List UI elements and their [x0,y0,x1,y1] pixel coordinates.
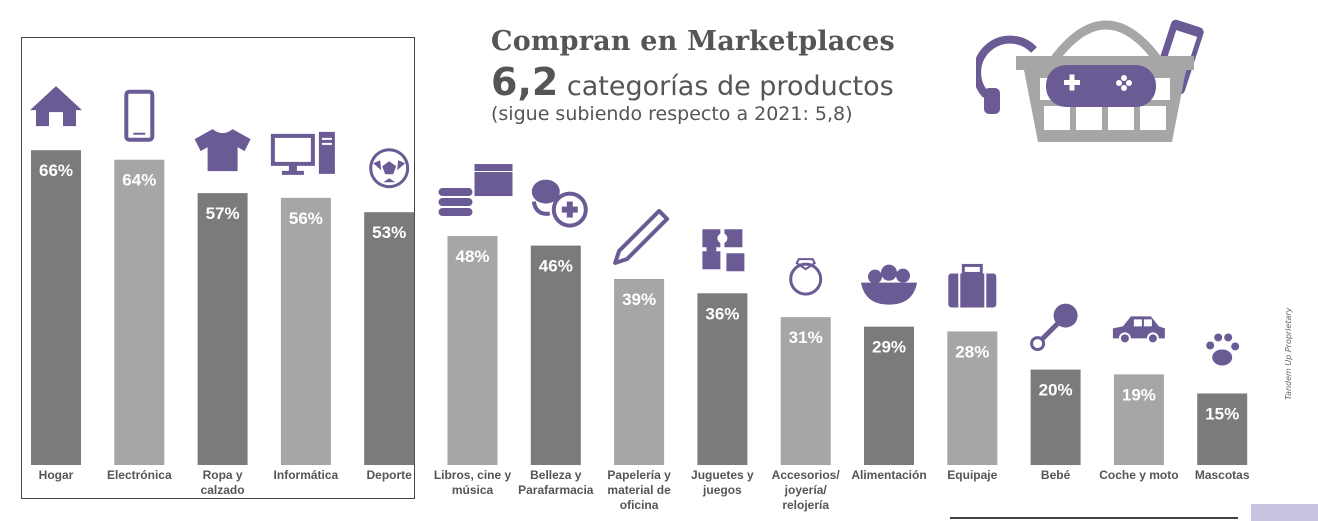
bar-7 [614,278,665,465]
category-label-line: Ropa y [202,468,243,482]
category-label-9: Accesorios/joyería/relojería [760,468,852,513]
category-label-line: Mascotas [1194,468,1250,482]
category-label-line: Alimentación [851,468,927,482]
category-label-line: juegos [703,483,742,497]
value-label-14: 15% [1205,404,1239,423]
soccer-ball-icon [369,148,410,189]
category-label-line: material de [607,483,671,497]
category-label-line: Deporte [366,468,412,482]
ring-icon [789,258,823,296]
category-label-8: Juguetes y juegos [676,468,768,498]
watermark: Tandem Up Proprietary [1284,307,1293,400]
category-label-line: Accesorios/ [771,468,840,482]
puzzle-icon [702,229,745,272]
category-label-line: Hogar [38,468,74,482]
category-label-line: Papelería y [607,468,671,482]
value-label-6: 46% [539,257,573,276]
value-label-0: 66% [39,161,73,180]
category-label-line: Bebé [1040,468,1071,482]
bar-12 [1030,369,1081,465]
bar-8 [697,293,748,465]
chart-note: (sigue subiendo respecto a 2021: 5,8) [491,103,853,125]
bar-3 [280,197,331,465]
category-label-line: Informática [273,468,339,482]
category-label-12: Bebé [1010,468,1102,483]
value-label-4: 53% [372,223,406,242]
category-label-3: Informática [260,468,352,483]
bar-1 [114,159,165,465]
category-label-10: Alimentación [843,468,935,483]
bar-11 [947,331,998,465]
bar-4 [364,212,415,465]
category-label-line: relojería [782,498,830,512]
category-label-2: Ropa y calzado [177,468,269,498]
value-label-10: 29% [872,338,906,357]
rattle-icon [1030,303,1078,352]
fruit-bowl-icon [861,264,917,305]
subtitle-text: categorías de productos [566,71,894,102]
bar-2 [197,193,248,466]
value-label-2: 57% [206,204,240,223]
smartphone-icon [124,89,155,142]
category-label-line: Parafarmacia [518,483,594,497]
value-label-12: 20% [1039,381,1073,400]
bar-5 [447,236,498,465]
category-label-line: Belleza y [530,468,582,482]
avg-categories-number: 6,2 [491,60,559,104]
beauty-pharmacy-icon [531,179,588,228]
category-label-11: Equipaje [926,468,1018,483]
category-label-7: Papelería y material de oficina [593,468,685,513]
bar-6 [530,245,581,465]
footer-accent [1251,504,1318,521]
tshirt-icon [194,129,251,172]
bar-13 [1113,374,1164,465]
category-label-0: Hogar [10,468,102,483]
category-label-5: Libros, cine y música [427,468,519,498]
bar-14 [1197,393,1248,465]
category-label-1: Electrónica [93,468,185,483]
chart-subtitle: 6,2 categorías de productos [491,60,894,104]
category-label-line: música [451,483,494,497]
pencil-icon [613,208,670,265]
category-label-line: joyería/ [784,483,827,497]
top5-highlight-frame [21,37,415,499]
shopping-basket-illustration-icon [976,19,1204,142]
value-label-13: 19% [1122,385,1156,404]
category-label-line: Libros, cine y [433,468,512,482]
value-label-5: 48% [455,247,489,266]
category-label-line: Equipaje [947,468,998,482]
bar-10 [864,326,914,465]
suitcase-icon [948,263,997,308]
category-label-4: Deporte [343,468,435,483]
category-label-line: calzado [200,483,245,497]
footer-rule [950,517,1238,519]
category-label-6: Belleza y Parafarmacia [510,468,602,498]
bar-9 [780,317,831,465]
bar-0 [31,150,81,465]
value-label-7: 39% [622,290,656,309]
value-label-1: 64% [122,171,156,190]
category-label-line: oficina [619,498,659,512]
category-label-line: Juguetes y [691,468,754,482]
category-label-line: Coche y moto [1099,468,1179,482]
value-label-11: 28% [955,342,989,361]
value-label-3: 56% [289,209,323,228]
value-label-8: 36% [705,304,739,323]
house-icon [30,86,82,127]
category-label-line: Electrónica [106,468,172,482]
paw-icon [1206,333,1240,366]
computer-icon [270,131,335,175]
value-label-9: 31% [789,328,823,347]
category-label-14: Mascotas [1176,468,1268,483]
books-clapperboard-icon [438,164,513,217]
car-icon [1112,316,1165,345]
chart-title: Compran en Marketplaces [491,26,895,57]
category-label-13: Coche y moto [1093,468,1185,483]
